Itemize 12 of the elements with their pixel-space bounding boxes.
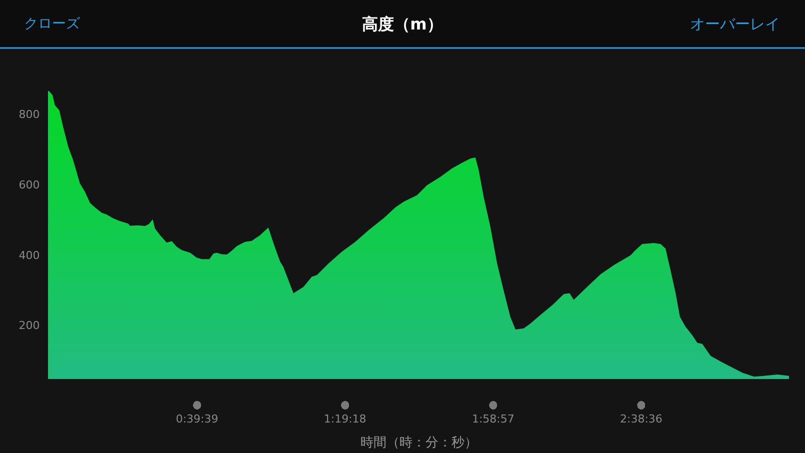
x-tick-label: 2:38:36 [620,412,662,426]
x-tick-label: 1:58:57 [472,412,514,426]
text: オーバーレイ [690,15,780,33]
chart-title: 高度（m） [362,14,443,34]
y-tick-label: 400 [18,248,40,262]
x-tick-label: 0:39:39 [176,412,218,426]
y-tick-label: 800 [18,108,40,122]
y-tick-label: 600 [18,178,40,192]
text: クローズ [24,16,81,32]
x-tick-label: 1:19:18 [324,412,366,426]
x-axis-title: 時間（時：分：秒） [360,435,478,450]
y-tick-label: 200 [18,319,40,332]
